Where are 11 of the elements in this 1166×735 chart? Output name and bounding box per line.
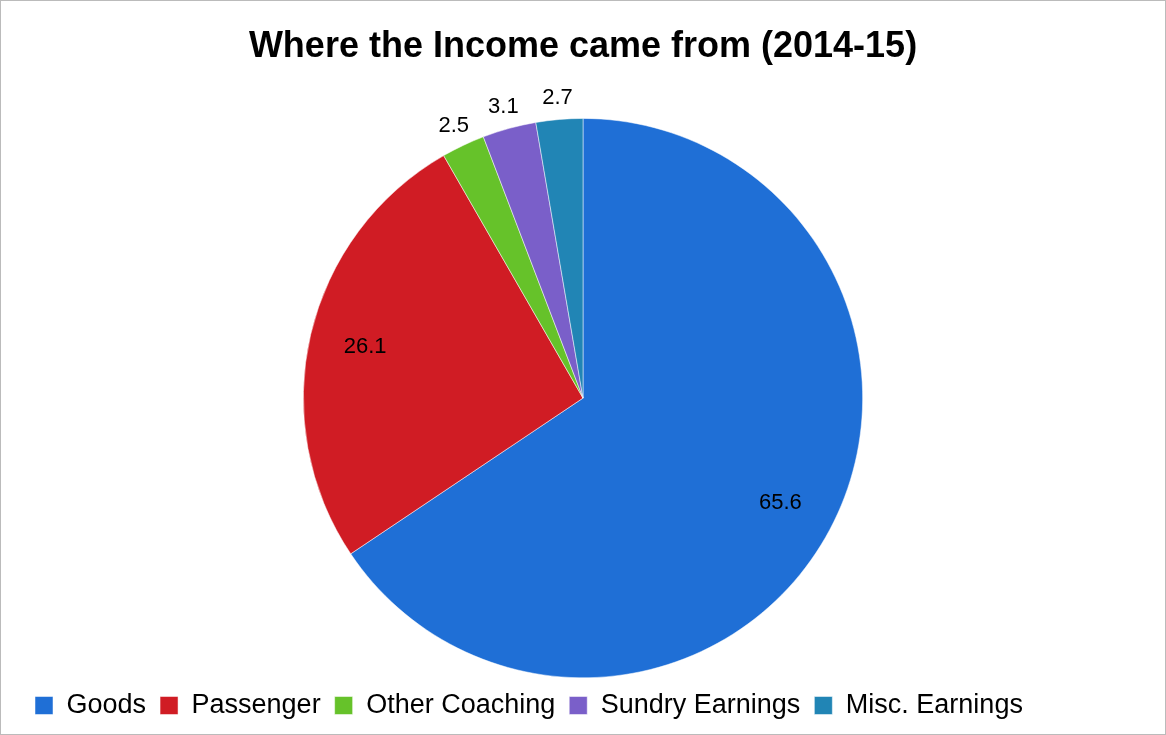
legend-label: Other Coaching bbox=[366, 688, 556, 719]
data-label: 26.1 bbox=[343, 333, 387, 359]
legend-label: Passenger bbox=[191, 688, 321, 719]
data-label: 2.7 bbox=[542, 83, 573, 109]
data-label: 2.5 bbox=[438, 111, 469, 137]
chart-title: Where the Income came from (2014-15) bbox=[248, 23, 918, 65]
data-label: 65.6 bbox=[758, 489, 802, 515]
legend-label: Sundry Earnings bbox=[600, 688, 801, 719]
data-label: 3.1 bbox=[488, 93, 519, 119]
legend-label: Misc. Earnings bbox=[845, 688, 1023, 719]
legend-label: Goods bbox=[66, 688, 147, 719]
